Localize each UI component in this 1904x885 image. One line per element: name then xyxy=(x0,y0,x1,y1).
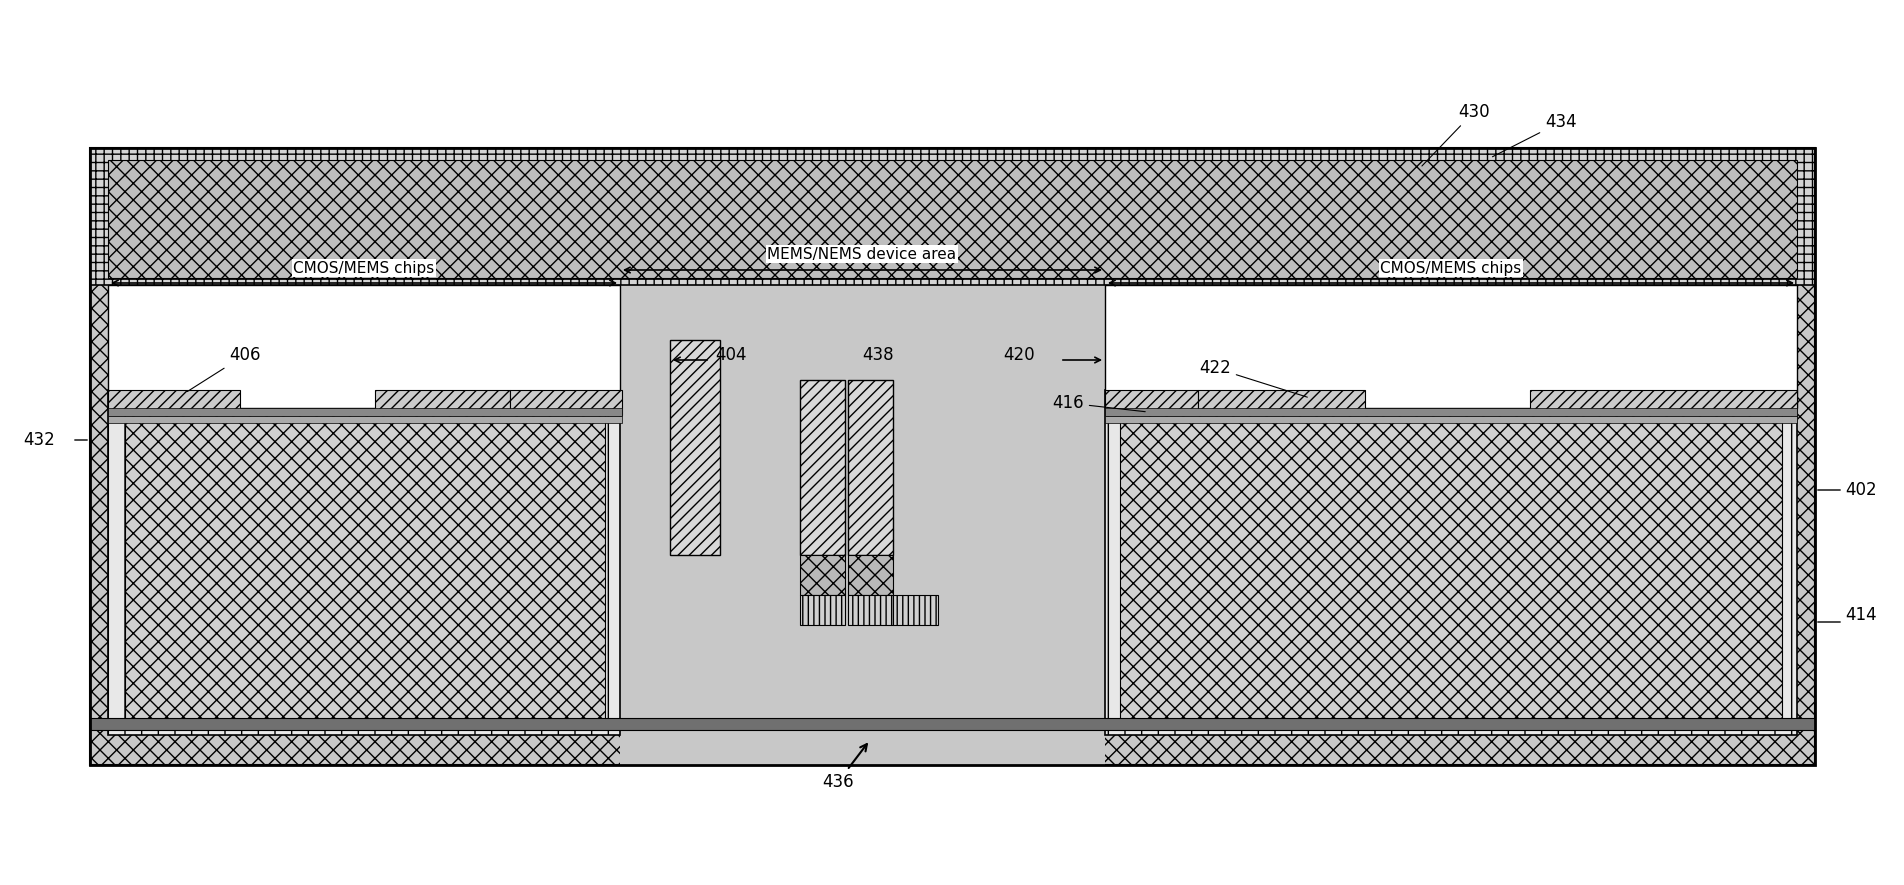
Bar xyxy=(1120,408,1782,720)
Bar xyxy=(126,408,605,720)
Bar xyxy=(1104,408,1797,416)
Text: CMOS/MEMS chips: CMOS/MEMS chips xyxy=(1380,260,1521,275)
Text: 414: 414 xyxy=(1845,606,1877,624)
Bar xyxy=(89,148,1815,285)
Text: 402: 402 xyxy=(1845,481,1877,499)
Bar xyxy=(893,595,939,625)
Text: 422: 422 xyxy=(1200,359,1308,397)
Text: 416: 416 xyxy=(1053,394,1144,412)
Bar xyxy=(89,148,1815,765)
Text: 432: 432 xyxy=(23,431,55,449)
Text: CMOS/MEMS chips: CMOS/MEMS chips xyxy=(293,260,434,275)
Bar xyxy=(109,390,621,735)
Bar xyxy=(89,148,1815,765)
Bar xyxy=(109,390,240,415)
Bar xyxy=(109,285,621,408)
Text: 436: 436 xyxy=(823,744,866,791)
Bar xyxy=(1531,390,1797,415)
Bar xyxy=(800,595,845,625)
Bar xyxy=(1104,416,1797,423)
Bar xyxy=(510,390,623,415)
Bar xyxy=(800,555,845,595)
Bar xyxy=(1104,390,1797,735)
Bar xyxy=(109,408,623,416)
Bar xyxy=(621,285,1104,765)
Bar xyxy=(109,160,1797,278)
Bar xyxy=(1198,390,1365,415)
Text: 434: 434 xyxy=(1493,113,1577,157)
Bar xyxy=(375,390,510,415)
Text: 404: 404 xyxy=(716,346,746,364)
Bar xyxy=(670,340,720,555)
Bar xyxy=(847,595,893,625)
Bar xyxy=(800,380,845,555)
Text: 420: 420 xyxy=(1003,346,1036,364)
Text: 430: 430 xyxy=(1422,103,1489,166)
Text: 406: 406 xyxy=(187,346,261,391)
Text: 438: 438 xyxy=(863,346,893,364)
Bar xyxy=(847,555,893,595)
Bar xyxy=(109,416,623,423)
Bar xyxy=(1104,285,1797,408)
Bar xyxy=(1104,390,1198,415)
Text: MEMS/NEMS device area: MEMS/NEMS device area xyxy=(767,247,956,261)
Bar xyxy=(89,718,1815,730)
Bar xyxy=(847,380,893,555)
